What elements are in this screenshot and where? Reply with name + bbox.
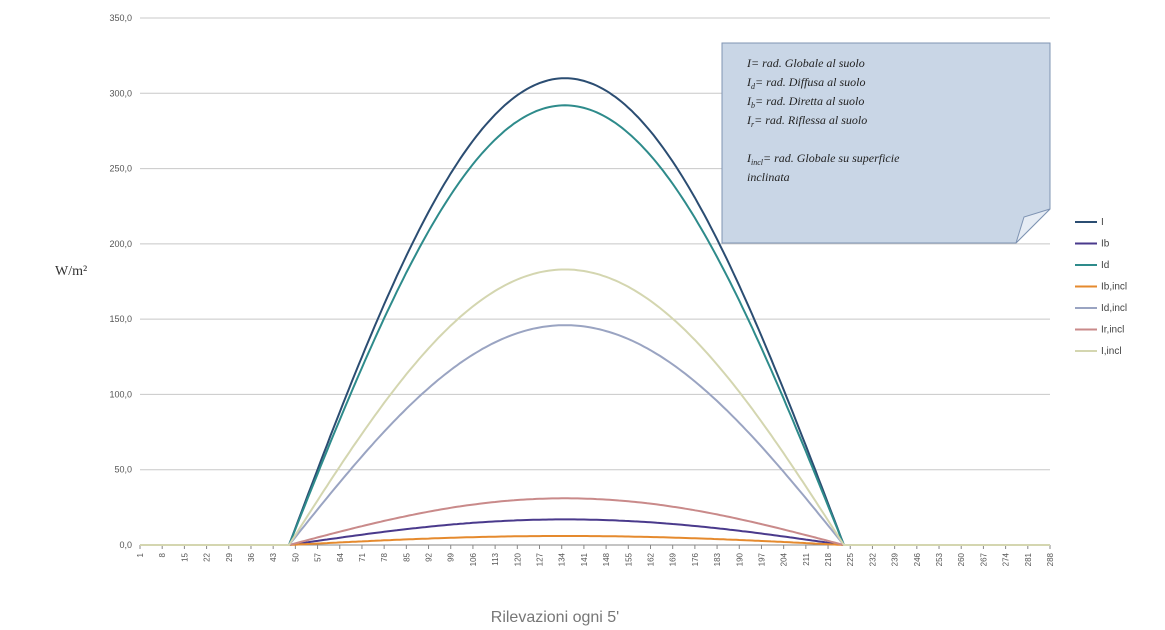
x-tick-label: 246 (913, 552, 922, 566)
x-tick-label: 162 (646, 552, 655, 566)
series-line-ir-incl (140, 497, 1050, 546)
x-tick-label: 113 (491, 552, 500, 565)
x-tick-label: 211 (802, 552, 811, 565)
series-lines (140, 77, 1050, 546)
x-tick-label: 155 (624, 552, 633, 566)
x-tick-label: 148 (602, 552, 611, 566)
note-line: I= rad. Globale al suolo (746, 56, 865, 70)
x-axis-label: Rilevazioni ogni 5' (491, 609, 619, 626)
x-tick-label: 267 (979, 552, 988, 566)
y-tick-label: 300,0 (109, 88, 132, 98)
y-tick-label: 0,0 (119, 540, 132, 550)
x-tick-label: 57 (314, 552, 323, 561)
x-tick-label: 134 (558, 552, 567, 566)
y-tick-label: 100,0 (109, 389, 132, 399)
y-tick-label: 150,0 (109, 314, 132, 324)
note-line: inclinata (747, 170, 790, 184)
note-line: Ir= rad. Riflessa al suolo (746, 113, 867, 129)
note-line: Id= rad. Diffusa al suolo (746, 75, 865, 91)
x-tick-label: 197 (757, 552, 766, 566)
note-fold (1015, 208, 1051, 244)
x-tick-label: 120 (513, 552, 522, 566)
x-tick-label: 260 (957, 552, 966, 566)
x-tick-label: 218 (824, 552, 833, 566)
legend-label: Ir,incl (1101, 325, 1124, 336)
legend-label: I (1101, 217, 1104, 228)
x-tick-label: 1 (136, 552, 145, 557)
axes: 0,0 50,0 100,0 150,0 200,0 250,0 300,0 350,0 1 8 1… (109, 13, 1055, 566)
series-line-id-incl (140, 324, 1050, 546)
x-tick-label: 8 (158, 552, 167, 557)
note-line: Ib= rad. Diretta al suolo (746, 94, 864, 110)
x-tick-label: 225 (846, 552, 855, 566)
note-box (721, 42, 1051, 244)
x-tick-label: 29 (225, 552, 234, 561)
x-tick-label: 99 (447, 552, 456, 561)
x-tick-label: 288 (1046, 552, 1055, 566)
x-tick-label: 50 (291, 552, 300, 561)
legend-label: Id,incl (1101, 303, 1127, 314)
y-tick-label: 250,0 (109, 164, 132, 174)
x-tick-label: 204 (780, 552, 789, 566)
x-tick-label: 183 (713, 552, 722, 566)
x-tick-label: 22 (203, 552, 212, 561)
x-tick-label: 253 (935, 552, 944, 566)
x-tick-label: 281 (1024, 552, 1033, 566)
series-line-i-incl (140, 268, 1050, 546)
x-tick-label: 43 (269, 552, 278, 561)
x-tick-label: 36 (247, 552, 256, 561)
legend-label: Ib,incl (1101, 282, 1127, 293)
x-tick-label: 274 (1002, 552, 1011, 566)
legend-label: Ib (1101, 239, 1110, 250)
x-tick-label: 85 (402, 552, 411, 561)
legend: I Ib Id Ib,incl Id,incl Ir,incl I,incl (1075, 217, 1127, 357)
x-tick-label: 232 (868, 552, 877, 566)
x-tick-label: 141 (580, 552, 589, 566)
x-tick-label: 239 (891, 552, 900, 566)
note-line: Iincl= rad. Globale su superficie (746, 151, 900, 167)
x-tick-label: 169 (669, 552, 678, 566)
grid-lines (140, 17, 1050, 546)
x-tick-label: 64 (336, 552, 345, 561)
x-tick-label: 106 (469, 552, 478, 566)
legend-label: Id (1101, 260, 1109, 271)
series-line-ib-incl (140, 535, 1050, 546)
x-tick-label: 176 (691, 552, 700, 566)
annotation-note: I= rad. Globale al suolo Id= rad. Diffusa… (721, 42, 1051, 244)
y-tick-label: 50,0 (114, 465, 132, 475)
x-tick-label: 190 (735, 552, 744, 566)
x-tick-label: 127 (536, 552, 545, 566)
series-line-ib (140, 518, 1050, 546)
x-tick-label: 15 (180, 552, 189, 561)
x-tick-label: 92 (425, 552, 434, 561)
x-tick-label: 78 (380, 552, 389, 561)
y-axis-label: W/m² (55, 264, 87, 279)
y-tick-label: 350,0 (109, 13, 132, 23)
x-tick-label: 71 (358, 552, 367, 561)
legend-label: I,incl (1101, 346, 1122, 357)
y-tick-label: 200,0 (109, 239, 132, 249)
